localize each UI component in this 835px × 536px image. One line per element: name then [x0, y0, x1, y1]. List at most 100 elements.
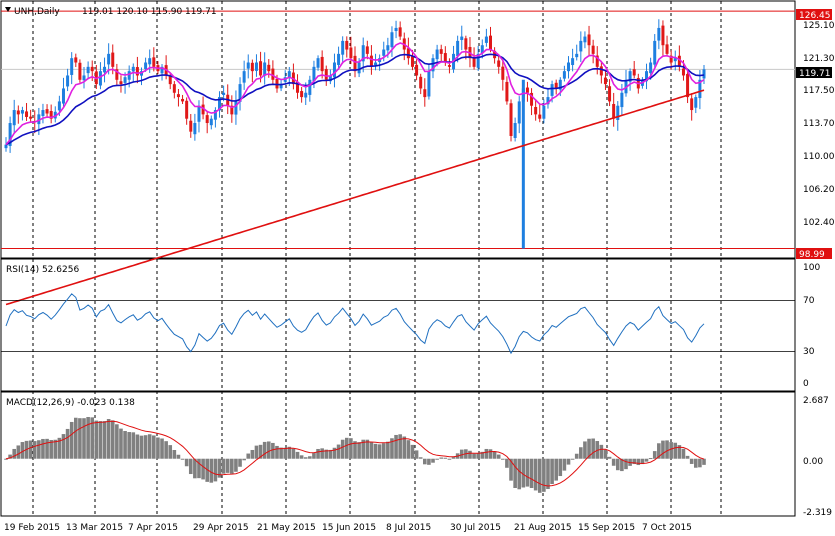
rsi-panel: [1, 293, 795, 355]
rsi-line: [5, 293, 705, 355]
macd-bar: [373, 443, 378, 459]
macd-bar: [558, 458, 563, 477]
candle-body: [649, 62, 653, 74]
symbol-label: UNH,Daily: [14, 7, 60, 17]
candle-body: [562, 71, 566, 79]
candle-body: [37, 114, 41, 125]
macd-bar: [636, 458, 641, 466]
candle-body: [172, 84, 176, 93]
ohlc-label: 119.01 120.10 115.90 119.71: [82, 7, 217, 17]
macd-bar: [184, 458, 189, 467]
macd-bar: [336, 444, 341, 459]
candle-body: [698, 79, 702, 99]
candle-body: [12, 110, 16, 126]
macd-bar: [698, 458, 702, 468]
candle-body: [632, 69, 636, 76]
candle-body: [673, 58, 677, 62]
candle-body: [222, 92, 226, 95]
macd-bar: [685, 455, 690, 459]
candle-body: [390, 32, 394, 48]
candle-body: [127, 71, 131, 80]
candle-body: [98, 71, 102, 86]
candle-body: [57, 101, 61, 111]
macd-bar: [414, 450, 419, 459]
ma-fast-line: [5, 42, 705, 146]
macd-bar: [517, 458, 522, 490]
time-label: 15 Sep 2015: [578, 523, 635, 533]
macd-bar: [106, 419, 111, 459]
candle-body: [550, 84, 554, 96]
candle-body: [394, 27, 398, 31]
candle-body: [160, 66, 164, 74]
candle-body: [341, 40, 345, 55]
macd-bar: [41, 438, 45, 459]
macd-bar: [648, 458, 653, 460]
candle-body: [259, 61, 263, 76]
macd-bar: [90, 417, 95, 459]
candle-body: [349, 47, 353, 59]
time-label: 13 Mar 2015: [66, 523, 123, 533]
price-tag-low: 98.99: [796, 248, 832, 260]
macd-bar: [599, 444, 604, 459]
macd-bar: [620, 458, 624, 472]
candle-body: [542, 105, 546, 119]
macd-bar: [632, 458, 636, 465]
candle-body: [205, 115, 209, 124]
candle-body: [443, 53, 447, 63]
candle-body: [509, 103, 513, 136]
candle-body: [665, 44, 669, 54]
candle-body: [90, 66, 94, 72]
candle-body: [209, 118, 213, 126]
candle-body: [263, 62, 267, 76]
time-label: 30 Jul 2015: [450, 523, 501, 533]
candle-body: [439, 49, 443, 54]
price-tag-high: 126.45: [796, 9, 832, 21]
macd-bar: [164, 441, 168, 459]
candle-body: [501, 66, 505, 80]
macd-bar: [123, 430, 127, 459]
candle-body: [308, 79, 312, 95]
ma-medium-line: [5, 53, 705, 146]
macd-bar: [197, 458, 201, 479]
time-label: 7 Oct 2015: [642, 523, 692, 533]
candle-body: [250, 62, 254, 72]
macd-bar: [472, 453, 476, 459]
macd-bar: [353, 441, 357, 459]
macd-bar: [172, 449, 177, 459]
candle-body: [382, 49, 386, 56]
macd-panel: [4, 416, 706, 493]
macd-bar: [135, 434, 140, 459]
candle-body: [386, 45, 390, 51]
candle-body: [189, 120, 193, 132]
candle-body: [369, 55, 373, 67]
macd-bar: [418, 457, 423, 459]
candle-body: [82, 75, 86, 81]
candle-body: [608, 86, 612, 102]
candle-body: [628, 71, 632, 82]
candle-body: [20, 110, 24, 114]
candle-body: [328, 75, 332, 82]
dropdown-triangle-icon[interactable]: [5, 7, 11, 12]
macd-bar: [607, 456, 612, 459]
macd-bar: [398, 434, 402, 459]
macd-bar: [394, 434, 398, 459]
candle-body: [398, 27, 402, 37]
candle-body: [312, 66, 316, 82]
macd-bar: [492, 451, 497, 459]
candle-body: [242, 71, 246, 83]
macd-bar: [32, 441, 37, 459]
candle-body: [419, 76, 423, 89]
candle-body: [427, 71, 431, 97]
chart-header: UNH,Daily 119.01 120.10 115.90 119.71: [5, 7, 217, 17]
candle-body: [115, 69, 119, 80]
macd-bar: [603, 449, 608, 459]
candle-body: [657, 27, 661, 41]
macd-bar: [45, 438, 49, 459]
macd-bar: [74, 417, 78, 459]
macd-bar: [439, 457, 444, 459]
macd-bar: [110, 420, 115, 459]
macd-bar: [657, 443, 661, 459]
candle-body: [61, 88, 65, 104]
candle-body: [690, 98, 694, 111]
candle-body: [275, 78, 279, 89]
